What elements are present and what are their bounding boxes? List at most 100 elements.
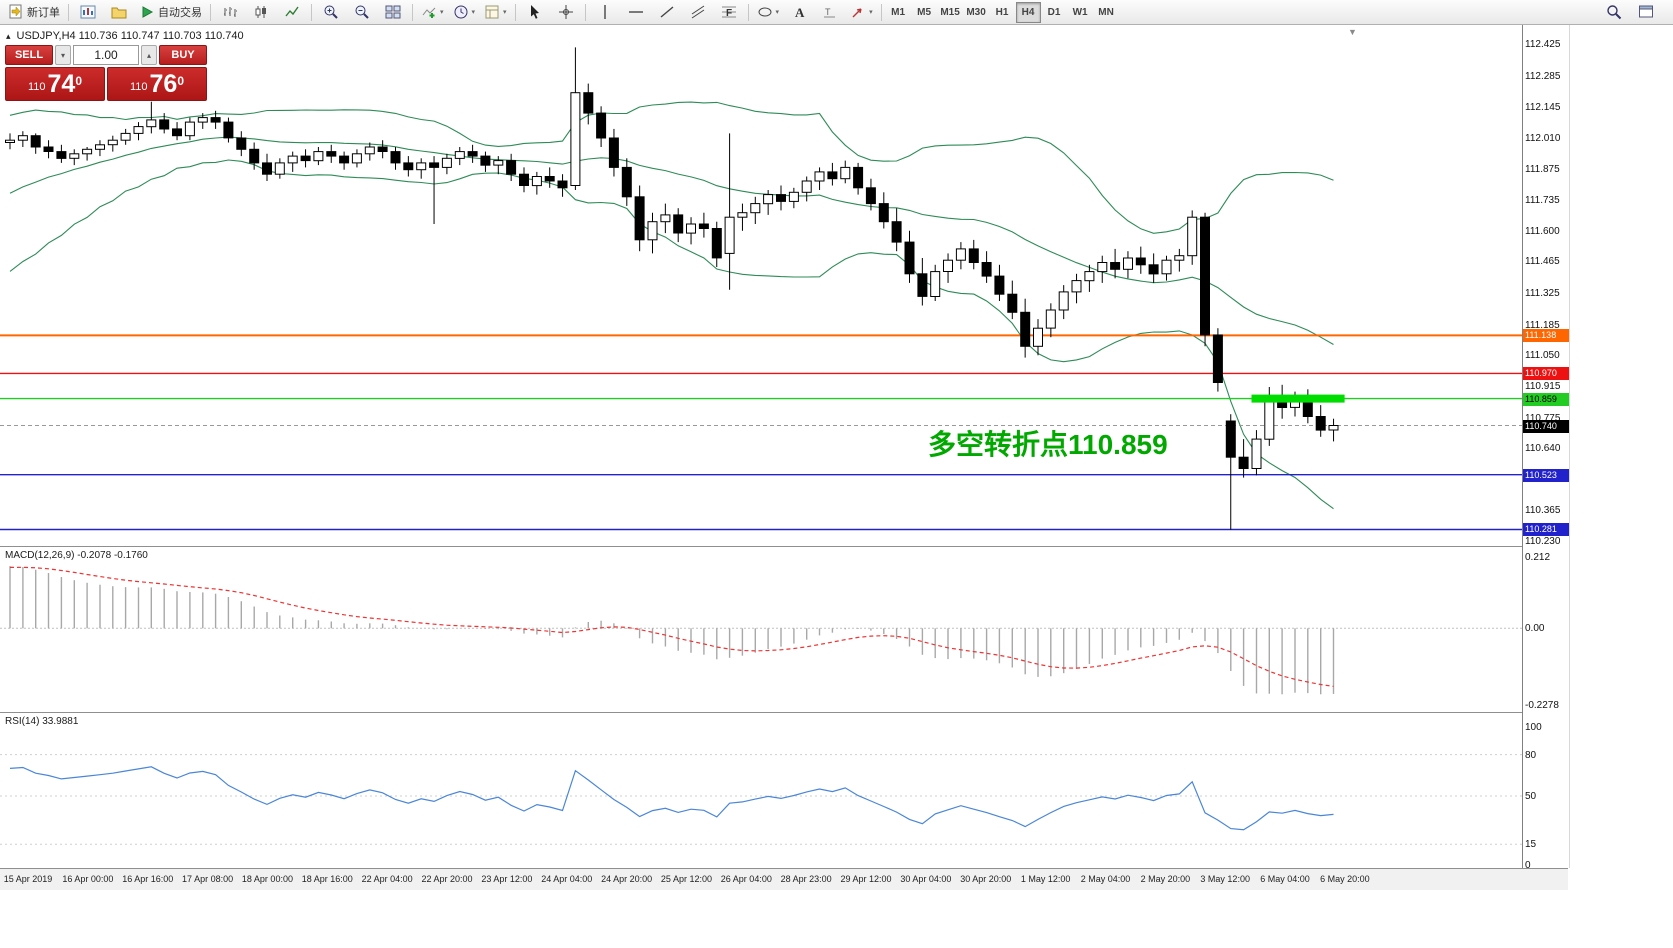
bar-chart-button[interactable] [215, 1, 245, 24]
buy-button[interactable]: BUY [159, 45, 207, 65]
line-chart-button[interactable] [277, 1, 307, 24]
buy-price-pipette: 0 [177, 74, 185, 88]
buy-price-display[interactable]: 110 76 0 [107, 67, 207, 101]
time-label: 15 Apr 2019 [3, 874, 53, 884]
candlestick-chart-button[interactable] [246, 1, 276, 24]
zoom-out-icon [355, 5, 369, 19]
rsi-scale-label: 50 [1525, 791, 1537, 802]
zoom-in-button[interactable] [316, 1, 346, 24]
time-axis[interactable]: 15 Apr 2019 16 Apr 00:00 16 Apr 16:00 17 Ap… [0, 868, 1568, 890]
time-label: 22 Apr 20:00 [421, 874, 473, 884]
timeframe-h4-button[interactable]: H4 [1015, 1, 1041, 23]
timeframe-w1-button[interactable]: W1 [1072, 6, 1088, 18]
price-tick: 111.050 [1525, 350, 1560, 362]
crosshair-button[interactable] [551, 1, 581, 24]
price-level-tag: 110.281 [1523, 523, 1569, 537]
macd-canvas[interactable] [0, 547, 1522, 712]
timeframe-m1-button[interactable]: M1 [891, 6, 906, 18]
timeframe-d1-button[interactable]: D1 [1047, 6, 1061, 18]
trendline-button[interactable] [652, 1, 682, 24]
rsi-line [9, 766, 1334, 831]
price-tick: 111.875 [1525, 163, 1560, 175]
toolbar-separator [311, 3, 312, 21]
sell-price-display[interactable]: 110 74 0 [5, 67, 105, 101]
price-tick: 112.145 [1525, 102, 1561, 114]
text-label-button[interactable]: T [815, 1, 845, 24]
timeframe-menu-button[interactable]: ▾ [449, 1, 480, 24]
lot-decrease-button[interactable]: ▾ [55, 45, 71, 65]
shapes-button[interactable]: ▾ [753, 1, 784, 24]
zoom-out-button[interactable] [347, 1, 377, 24]
clock-icon [454, 5, 468, 19]
panel-separator[interactable] [0, 712, 1568, 713]
crosshair-icon [558, 5, 573, 19]
time-label: 18 Apr 16:00 [301, 874, 353, 884]
search-button[interactable] [1599, 1, 1629, 24]
one-click-collapse-button[interactable]: ▴ [6, 30, 11, 41]
timeframe-mn-button[interactable]: MN [1098, 6, 1114, 18]
vertical-line-button[interactable] [590, 1, 620, 24]
macd-scale-label: 0.00 [1525, 623, 1545, 635]
price-tick: 110.640 [1525, 443, 1561, 455]
tile-windows-button[interactable] [378, 1, 408, 24]
horizontal-line-button[interactable] [621, 1, 651, 24]
price-axis[interactable]: 112.425 112.285 112.145 112.010 111.875 111.7… [1522, 25, 1570, 871]
timeframe-m30-button[interactable]: M30 [966, 6, 986, 18]
auto-trading-button[interactable]: 自动交易 [135, 1, 206, 24]
sell-price-pips: 74 [47, 70, 76, 98]
price-chart-canvas[interactable] [0, 25, 1522, 546]
lot-increase-button[interactable]: ▴ [141, 45, 157, 65]
price-tick: 112.425 [1525, 39, 1561, 50]
fibonacci-button[interactable]: F [714, 1, 744, 24]
svg-text:A: A [795, 5, 805, 20]
arrow-object-icon [852, 8, 862, 18]
main-toolbar: 新订单 自动交易 [0, 0, 1673, 25]
text-button[interactable]: A [784, 1, 814, 24]
time-label: 1 May 12:00 [1020, 874, 1071, 884]
indicators-button[interactable]: ▾ [417, 1, 448, 24]
new-order-icon [9, 4, 22, 19]
new-order-button[interactable]: 新订单 [4, 1, 64, 24]
candles [5, 47, 1339, 530]
current-price-tag: 110.740 [1523, 419, 1569, 433]
horizontal-levels [0, 334, 1522, 531]
time-label: 22 Apr 04:00 [361, 874, 413, 884]
sell-button[interactable]: SELL [5, 45, 53, 65]
time-label: 6 May 04:00 [1260, 874, 1310, 884]
cursor-button[interactable] [520, 1, 550, 24]
timeframe-h1-button[interactable]: H1 [995, 6, 1009, 18]
panel-separator[interactable] [0, 546, 1568, 547]
time-label: 29 Apr 12:00 [840, 874, 892, 884]
timeframe-m5-button[interactable]: M5 [917, 6, 932, 18]
time-label: 17 Apr 08:00 [182, 874, 234, 884]
time-label: 28 Apr 23:00 [780, 874, 832, 884]
chart-annotation: 多空转折点110.859 [928, 429, 1168, 460]
chart-shift-marker[interactable]: ▼ [1348, 27, 1357, 37]
window-layout-button[interactable] [1631, 1, 1661, 24]
rsi-label: RSI(14) 33.9881 [5, 716, 79, 727]
arrows-button[interactable]: ▾ [846, 1, 877, 24]
new-chart-button[interactable] [73, 1, 103, 24]
price-tick: 110.775 [1525, 412, 1561, 424]
chart-profiles-button[interactable] [104, 1, 134, 24]
cursor-icon [530, 5, 539, 19]
price-level-tag: 111.138 [1523, 329, 1569, 343]
lot-size-input[interactable] [73, 45, 139, 65]
timeframe-m15-button[interactable]: M15 [940, 6, 960, 18]
macd-scale-label: 0.212 [1525, 552, 1551, 564]
buy-price-base: 110 [129, 81, 148, 93]
window-layout-icon [1639, 5, 1653, 18]
channel-button[interactable] [683, 1, 713, 24]
text-label-icon: T [824, 7, 836, 18]
vertical-line-icon [603, 5, 606, 19]
new-chart-icon [80, 5, 96, 19]
price-tick: 110.230 [1525, 536, 1561, 547]
chart-header: ▴ USDJPY,H4 110.736 110.747 110.703 110.… [6, 30, 244, 42]
toolbar-separator [880, 3, 882, 21]
price-tick: 112.285 [1525, 70, 1561, 82]
templates-button[interactable]: ▾ [480, 1, 511, 24]
rsi-canvas[interactable] [0, 713, 1522, 868]
macd-signal-line [9, 566, 1334, 687]
